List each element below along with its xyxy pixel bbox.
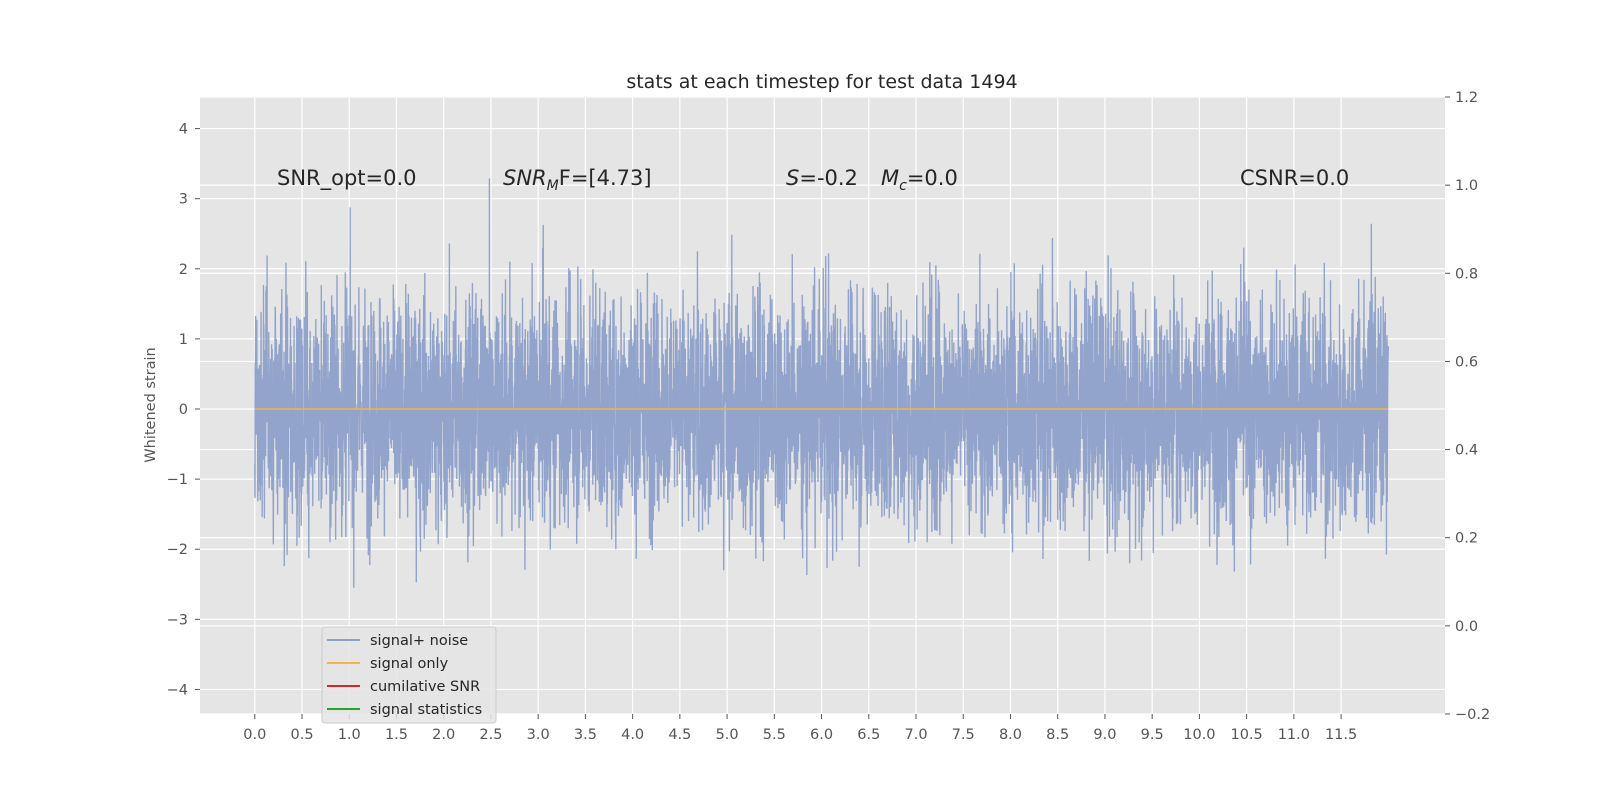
x-tick-label: 5.5	[763, 727, 786, 743]
y-axis-label: Whitened strain	[143, 347, 159, 462]
annotation-mc: Mc=0.0	[881, 166, 958, 194]
x-tick-label: 6.5	[857, 727, 880, 743]
x-tick-label: 1.0	[338, 727, 361, 743]
y-right-tick-label: −0.2	[1455, 707, 1490, 723]
x-tick-label: 4.5	[668, 727, 691, 743]
x-tick-label: 7.0	[904, 727, 927, 743]
x-tick-label: 11.5	[1325, 727, 1357, 743]
legend-label-signal-noise: signal+ noise	[370, 633, 468, 649]
x-tick-label: 3.5	[574, 727, 597, 743]
y-tick-label: 1	[179, 332, 188, 348]
annotation-snr-mf: SNRMF=[4.73]	[503, 166, 652, 194]
y-right-axis-ticks: −0.2 0.0 0.2 0.4 0.6 0.8 1.0 1.2	[1445, 90, 1490, 723]
y-right-tick-label: 0.6	[1455, 354, 1478, 370]
chart-title: stats at each timestep for test data 149…	[626, 71, 1017, 93]
y-right-tick-label: 0.4	[1455, 443, 1478, 459]
annotation-snr-mf-sub: M	[547, 178, 559, 194]
annotation-s-rest: =-0.2	[799, 166, 858, 190]
y-right-tick-label: 1.2	[1455, 90, 1478, 106]
y-tick-label: 0	[179, 402, 188, 418]
annotation-snr-opt: SNR_opt=0.0	[277, 166, 417, 191]
y-right-tick-label: 0.0	[1455, 619, 1478, 635]
x-axis-ticks: 0.0 0.5 1.0 1.5 2.0 2.5 3.0 3.5 4.0 4.5 5.0 5.5 6.0 6…	[243, 714, 1357, 743]
y-right-tick-label: 0.8	[1455, 266, 1478, 282]
y-axis-ticks: −4 −3 −2 −1 0 1 2 3 4	[167, 122, 200, 698]
annotation-csnr: CSNR=0.0	[1240, 166, 1349, 190]
x-tick-label: 0.0	[243, 727, 266, 743]
x-tick-label: 7.5	[952, 727, 975, 743]
y-tick-label: 3	[179, 192, 188, 208]
y-right-tick-label: 1.0	[1455, 178, 1478, 194]
x-tick-label: 4.0	[621, 727, 644, 743]
x-tick-label: 10.5	[1230, 727, 1262, 743]
series-signal-noise	[254, 178, 1390, 588]
x-tick-label: 8.5	[1046, 727, 1069, 743]
annotation-snr-mf-rest: F=[4.73]	[559, 166, 652, 190]
x-tick-label: 3.0	[527, 727, 550, 743]
annotation-mc-sub: c	[899, 178, 907, 194]
x-tick-label: 2.5	[479, 727, 502, 743]
x-tick-label: 9.0	[1093, 727, 1116, 743]
x-tick-label: 11.0	[1278, 727, 1310, 743]
x-tick-label: 2.0	[432, 727, 455, 743]
legend: signal+ noise signal only cumilative SNR…	[321, 626, 497, 724]
x-tick-label: 1.5	[385, 727, 408, 743]
y-tick-label: −2	[167, 542, 188, 558]
legend-label-cumulative-snr: cumilative SNR	[370, 679, 480, 695]
y-tick-label: 4	[179, 122, 188, 138]
series-layer	[254, 178, 1390, 588]
x-tick-label: 5.0	[716, 727, 739, 743]
y-tick-label: −4	[167, 682, 188, 698]
annotation-s-base: S	[786, 166, 799, 190]
legend-label-signal-statistics: signal statistics	[370, 702, 482, 718]
legend-box	[321, 626, 497, 724]
annotation-s: S=-0.2	[786, 166, 858, 190]
y-tick-label: 2	[179, 262, 188, 278]
y-right-tick-label: 0.2	[1455, 531, 1478, 547]
x-tick-label: 0.5	[290, 727, 313, 743]
x-tick-label: 6.0	[810, 727, 833, 743]
x-tick-label: 8.0	[999, 727, 1022, 743]
annotation-mc-rest: =0.0	[907, 166, 958, 190]
y-tick-label: −1	[167, 472, 188, 488]
x-tick-label: 10.0	[1183, 727, 1215, 743]
annotation-mc-base: M	[881, 166, 899, 190]
annotation-snr-mf-base: SNR	[503, 166, 547, 190]
legend-label-signal-only: signal only	[370, 656, 449, 672]
y-tick-label: −3	[167, 612, 188, 628]
x-tick-label: 9.5	[1141, 727, 1164, 743]
